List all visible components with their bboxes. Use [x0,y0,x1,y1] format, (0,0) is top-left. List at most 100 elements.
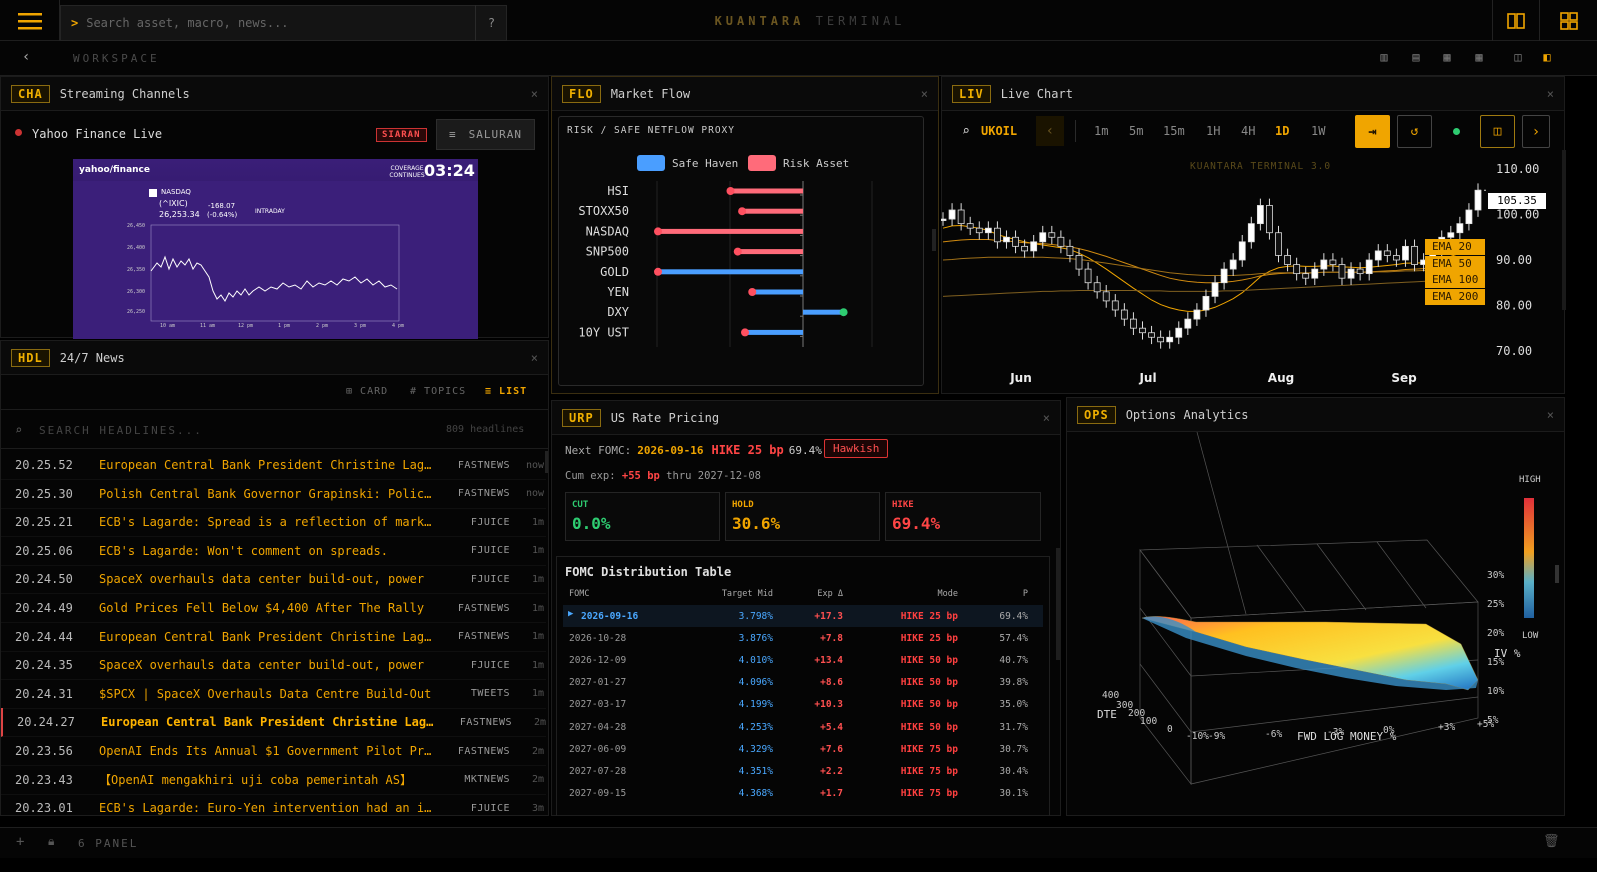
search-icon[interactable]: ⌕ [962,124,970,139]
back-chevron-icon[interactable]: ‹ [22,49,30,65]
scrollbar[interactable] [932,229,936,251]
timeframe-tab[interactable]: 1D [1275,124,1289,138]
fomc-row[interactable]: 2027-04-28 4.253% +5.4 HIKE 50 bp 31.7% [563,716,1043,738]
fomc-table-header: FOMC Target Mid Exp Δ Mode P [563,583,1043,605]
view-topics-label: TOPICS [424,386,466,397]
menu-button[interactable] [0,0,60,41]
jump-to-latest-button[interactable]: ⇥ [1355,115,1390,148]
prompt-icon: > [71,16,78,30]
video-xtick: 11 am [200,323,215,329]
close-icon[interactable]: × [1547,408,1554,422]
news-source: FJUICE [435,803,510,814]
chart-scrollbar[interactable] [1562,150,1566,310]
panel-layout-icon[interactable]: ◫ [1480,115,1515,148]
fomc-row[interactable]: 2027-06-09 4.329% +7.6 HIKE 75 bp 30.7% [563,738,1043,760]
video-ytick: 26,450 [127,223,145,229]
news-age: 1m [510,688,544,699]
scrollbar[interactable] [1056,548,1060,660]
split-view-button[interactable] [1492,0,1539,41]
layout-1-icon[interactable]: ▥ [1377,50,1391,64]
news-row[interactable]: 20.24.27 European Central Bank President … [1,708,546,737]
news-row[interactable]: 20.23.56 OpenAI Ends Its Annual $1 Govern… [1,737,546,766]
layout-3-icon[interactable]: ▦ [1440,50,1454,64]
news-source: FASTNEWS [435,488,510,499]
scrollbar[interactable] [1555,565,1559,583]
timeframe-tab[interactable]: 1W [1311,124,1325,138]
news-row[interactable]: 20.25.06 ECB's Lagarde: Won't comment on … [1,537,546,566]
fomc-row[interactable]: 2027-01-27 4.096% +8.6 HIKE 50 bp 39.8% [563,672,1043,694]
timeframe-tab[interactable]: 4H [1241,124,1255,138]
fomc-cell: 4.329% [693,744,773,755]
news-row[interactable]: 20.24.31 $SPCX | SpaceX Overhauls Data Ce… [1,680,546,709]
news-row[interactable]: 20.24.44 European Central Bank President … [1,623,546,652]
fomc-cell: 30.4% [958,766,1028,777]
help-button[interactable]: ? [475,5,507,41]
workspace-bar: ‹ WORKSPACE ▥ ▤ ▦ ▦ ◫ ◧ [0,41,1597,76]
timeframe-tab[interactable]: 5m [1129,124,1143,138]
close-icon[interactable]: × [1547,87,1554,101]
fomc-row[interactable]: 2027-09-15 4.368% +1.7 HIKE 75 bp 30.1% [563,783,1043,805]
legend-safe-label: Safe Haven [672,157,738,170]
timeframe-tab[interactable]: 15m [1163,124,1185,138]
prev-chevron-icon[interactable]: ‹ [1036,116,1064,146]
news-headline: European Central Bank President Christin… [101,715,437,729]
grid-view-button[interactable] [1539,0,1597,41]
view-topics-tab[interactable]: # TOPICS [410,386,466,397]
news-age: now [510,488,544,499]
cum-value: +55 bp [622,470,660,482]
news-headline: ECB's Lagarde: Euro-Yen intervention had… [99,801,435,815]
fomc-row[interactable]: 2026-12-09 4.010% +13.4 HIKE 50 bp 40.7% [563,649,1043,671]
news-row[interactable]: 20.24.50 SpaceX overhauls data center bui… [1,565,546,594]
view-list-tab[interactable]: ≡ LIST [485,386,527,397]
timeframe-tab[interactable]: 1m [1094,124,1108,138]
timeframe-tab[interactable]: 1H [1206,124,1220,138]
news-row[interactable]: 20.25.52 European Central Bank President … [1,451,546,480]
video-player[interactable]: yahoo/finance COVERAGE CONTINUES 03:24 N… [73,159,478,339]
fomc-cell: 40.7% [958,655,1028,666]
iv-surface-3d[interactable] [1066,432,1565,816]
news-row[interactable]: 20.23.01 ECB's Lagarde: Euro-Yen interven… [1,794,546,816]
scrollbar[interactable] [545,451,549,473]
layout-2-icon[interactable]: ▤ [1409,50,1423,64]
close-icon[interactable]: × [531,87,538,101]
hike-label: HIKE [892,500,914,510]
headline-search-input[interactable]: ⌕ SEARCH HEADLINES... 809 headlines [1,413,549,449]
symbol-label[interactable]: UKOIL [981,124,1017,138]
x-tick-label: Sep [1391,371,1417,385]
replay-icon[interactable]: ↺ [1397,115,1432,148]
next-chevron-icon[interactable]: › [1522,115,1550,148]
candle-body [1085,269,1091,283]
close-icon[interactable]: × [1043,411,1050,425]
close-icon[interactable]: × [921,87,928,101]
candle-body [1248,224,1254,242]
candle-body [1457,224,1463,233]
fomc-row[interactable]: 2027-03-17 4.199% +10.3 HIKE 50 bp 35.0% [563,694,1043,716]
view-card-tab[interactable]: ⊞ CARD [346,386,388,397]
news-row[interactable]: 20.25.30 Polish Central Bank Governor Gra… [1,480,546,509]
news-row[interactable]: 20.23.43 【OpenAI mengakhiri uji coba peme… [1,766,546,795]
trash-icon[interactable]: 🗑︎ [1543,834,1560,849]
fomc-row[interactable]: 2027-07-28 4.351% +2.2 HIKE 75 bp 30.4% [563,760,1043,782]
stance-badge: Hawkish [824,439,888,458]
lock-icon[interactable]: 🔒︎ [48,834,54,849]
layout-5-icon[interactable]: ◫ [1511,50,1525,64]
fomc-row[interactable]: 2026-09-16 3.798% +17.3 HIKE 25 bp 69.4% [563,605,1043,627]
close-icon[interactable]: × [531,351,538,365]
add-panel-icon[interactable]: + [16,834,24,850]
layout-active-icon[interactable]: ◧ [1540,50,1554,64]
global-search-input[interactable]: > Search asset, macro, news... [60,5,507,41]
news-row[interactable]: 20.24.35 SpaceX overhauls data center bui… [1,651,546,680]
fomc-cell: +2.2 [773,766,843,777]
candle-body [1203,296,1209,310]
news-row[interactable]: 20.24.49 Gold Prices Fell Below $4,400 Af… [1,594,546,623]
row-arrow-icon: ▶ [568,609,573,619]
fomc-cell: 30.1% [958,788,1028,799]
layout-4-icon[interactable]: ▦ [1472,50,1486,64]
panel-tag: LIV [952,85,991,103]
hike-value: 69.4% [892,514,940,533]
channels-button[interactable]: ≡ SALURAN [436,119,535,150]
news-row[interactable]: 20.25.21 ECB's Lagarde: Spread is a refle… [1,508,546,537]
fomc-row[interactable]: 2026-10-28 3.876% +7.8 HIKE 25 bp 57.4% [563,627,1043,649]
hold-card: HOLD 30.6% [725,492,880,541]
flow-bar-endpoint [738,207,746,215]
